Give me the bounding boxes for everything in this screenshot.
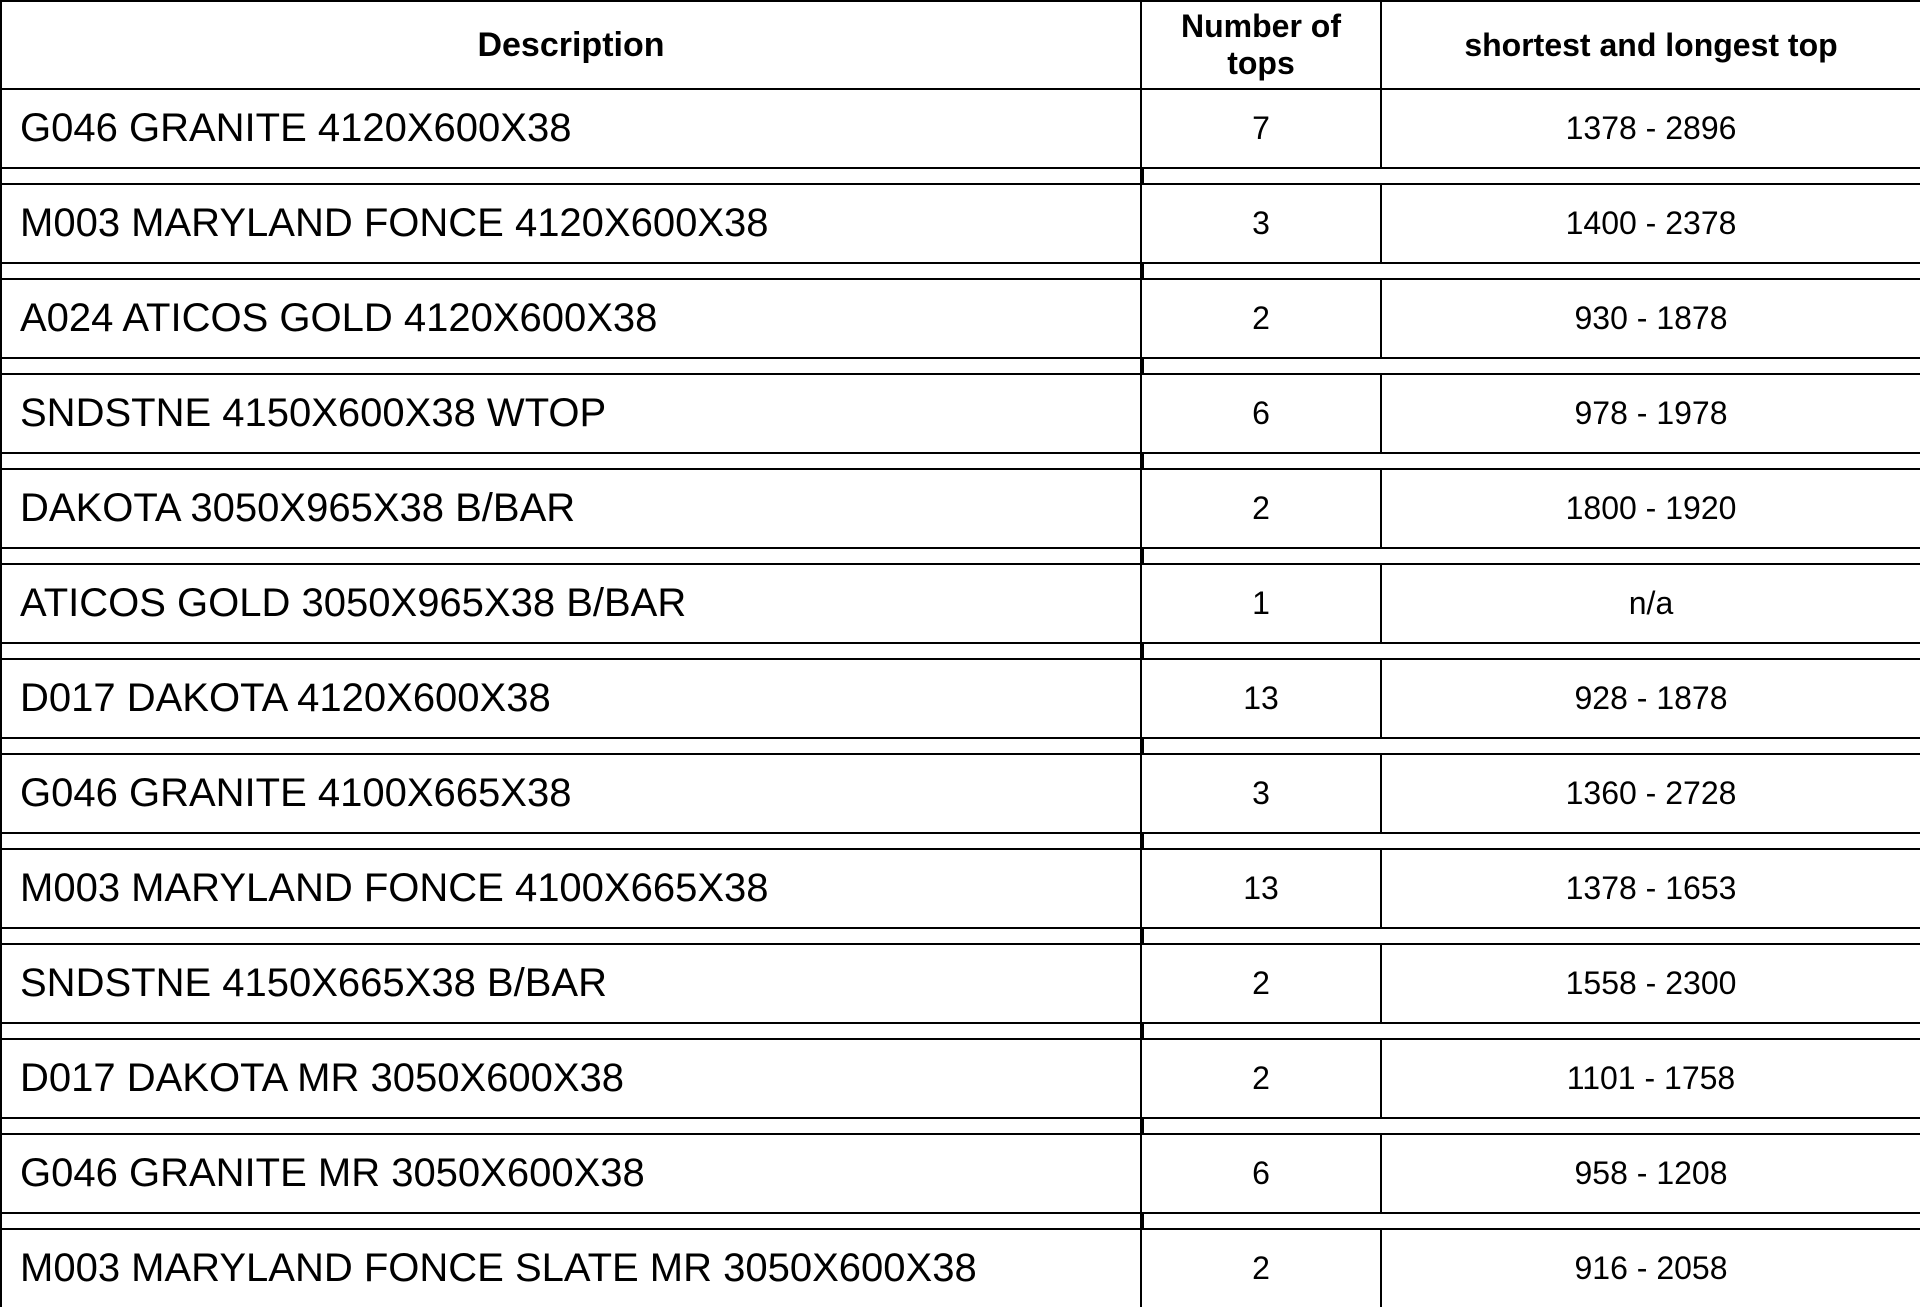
row-gap [1,738,1920,754]
table-row: G046 GRANITE 4100X665X3831360 - 2728 [1,754,1920,833]
cell-description: SNDSTNE 4150X600X38 WTOP [1,374,1141,453]
row-gap [1,168,1920,184]
row-gap-stub [1141,358,1920,374]
cell-number-of-tops: 6 [1141,374,1381,453]
table-row: DAKOTA 3050X965X38 B/BAR21800 - 1920 [1,469,1920,548]
table-row: SNDSTNE 4150X600X38 WTOP6978 - 1978 [1,374,1920,453]
cell-shortest-longest: 1101 - 1758 [1381,1039,1920,1118]
cell-shortest-longest: 1400 - 2378 [1381,184,1920,263]
cell-description: A024 ATICOS GOLD 4120X600X38 [1,279,1141,358]
cell-number-of-tops: 2 [1141,1229,1381,1307]
table-body: G046 GRANITE 4120X600X3871378 - 2896 M003… [1,89,1920,1307]
cell-number-of-tops: 13 [1141,659,1381,738]
cell-number-of-tops: 2 [1141,1039,1381,1118]
row-gap-desc [1,1023,1141,1039]
cell-shortest-longest: 1800 - 1920 [1381,469,1920,548]
row-gap [1,1118,1920,1134]
table-row: D017 DAKOTA 4120X600X3813928 - 1878 [1,659,1920,738]
row-gap-stub [1141,1118,1920,1134]
table-row: M003 MARYLAND FONCE 4100X665X38131378 - … [1,849,1920,928]
row-gap [1,1023,1920,1039]
row-gap-stub [1141,643,1920,659]
tops-table: Description Number of tops shortest and … [0,0,1920,1307]
row-gap [1,1213,1920,1229]
table-row: A024 ATICOS GOLD 4120X600X382930 - 1878 [1,279,1920,358]
row-gap-stub [1141,263,1920,279]
cell-shortest-longest: n/a [1381,564,1920,643]
row-gap-desc [1,548,1141,564]
row-gap [1,928,1920,944]
cell-description: DAKOTA 3050X965X38 B/BAR [1,469,1141,548]
cell-number-of-tops: 6 [1141,1134,1381,1213]
col-header-number: Number of tops [1141,1,1381,89]
row-gap-stub [1141,1213,1920,1229]
cell-description: SNDSTNE 4150X665X38 B/BAR [1,944,1141,1023]
cell-shortest-longest: 1360 - 2728 [1381,754,1920,833]
cell-description: ATICOS GOLD 3050X965X38 B/BAR [1,564,1141,643]
cell-shortest-longest: 930 - 1878 [1381,279,1920,358]
cell-shortest-longest: 1378 - 1653 [1381,849,1920,928]
cell-shortest-longest: 928 - 1878 [1381,659,1920,738]
row-gap [1,643,1920,659]
cell-description: D017 DAKOTA MR 3050X600X38 [1,1039,1141,1118]
table-row: G046 GRANITE 4120X600X3871378 - 2896 [1,89,1920,168]
cell-description: G046 GRANITE MR 3050X600X38 [1,1134,1141,1213]
cell-description: G046 GRANITE 4120X600X38 [1,89,1141,168]
row-gap-stub [1141,928,1920,944]
row-gap-desc [1,643,1141,659]
cell-number-of-tops: 13 [1141,849,1381,928]
cell-shortest-longest: 1378 - 2896 [1381,89,1920,168]
row-gap-stub [1141,833,1920,849]
row-gap-desc [1,453,1141,469]
row-gap-stub [1141,1023,1920,1039]
table-row: ATICOS GOLD 3050X965X38 B/BAR1n/a [1,564,1920,643]
row-gap-stub [1141,168,1920,184]
cell-shortest-longest: 1558 - 2300 [1381,944,1920,1023]
cell-description: G046 GRANITE 4100X665X38 [1,754,1141,833]
cell-number-of-tops: 2 [1141,944,1381,1023]
row-gap-desc [1,1213,1141,1229]
table-row: M003 MARYLAND FONCE SLATE MR 3050X600X38… [1,1229,1920,1307]
cell-number-of-tops: 2 [1141,469,1381,548]
row-gap [1,833,1920,849]
cell-number-of-tops: 7 [1141,89,1381,168]
row-gap-desc [1,358,1141,374]
row-gap [1,453,1920,469]
row-gap-desc [1,1118,1141,1134]
cell-number-of-tops: 1 [1141,564,1381,643]
cell-shortest-longest: 916 - 2058 [1381,1229,1920,1307]
cell-description: M003 MARYLAND FONCE 4100X665X38 [1,849,1141,928]
cell-description: M003 MARYLAND FONCE SLATE MR 3050X600X38 [1,1229,1141,1307]
cell-description: D017 DAKOTA 4120X600X38 [1,659,1141,738]
row-gap [1,548,1920,564]
col-header-range: shortest and longest top [1381,1,1920,89]
cell-number-of-tops: 3 [1141,754,1381,833]
cell-shortest-longest: 978 - 1978 [1381,374,1920,453]
table-row: D017 DAKOTA MR 3050X600X3821101 - 1758 [1,1039,1920,1118]
col-header-description: Description [1,1,1141,89]
table-header-row: Description Number of tops shortest and … [1,1,1920,89]
row-gap-stub [1141,453,1920,469]
row-gap-desc [1,833,1141,849]
cell-number-of-tops: 2 [1141,279,1381,358]
row-gap-desc [1,263,1141,279]
cell-description: M003 MARYLAND FONCE 4120X600X38 [1,184,1141,263]
cell-number-of-tops: 3 [1141,184,1381,263]
row-gap [1,263,1920,279]
table-row: G046 GRANITE MR 3050X600X386958 - 1208 [1,1134,1920,1213]
row-gap-stub [1141,548,1920,564]
row-gap-desc [1,168,1141,184]
row-gap [1,358,1920,374]
row-gap-stub [1141,738,1920,754]
row-gap-desc [1,738,1141,754]
cell-shortest-longest: 958 - 1208 [1381,1134,1920,1213]
row-gap-desc [1,928,1141,944]
table-row: M003 MARYLAND FONCE 4120X600X3831400 - 2… [1,184,1920,263]
table-row: SNDSTNE 4150X665X38 B/BAR21558 - 2300 [1,944,1920,1023]
